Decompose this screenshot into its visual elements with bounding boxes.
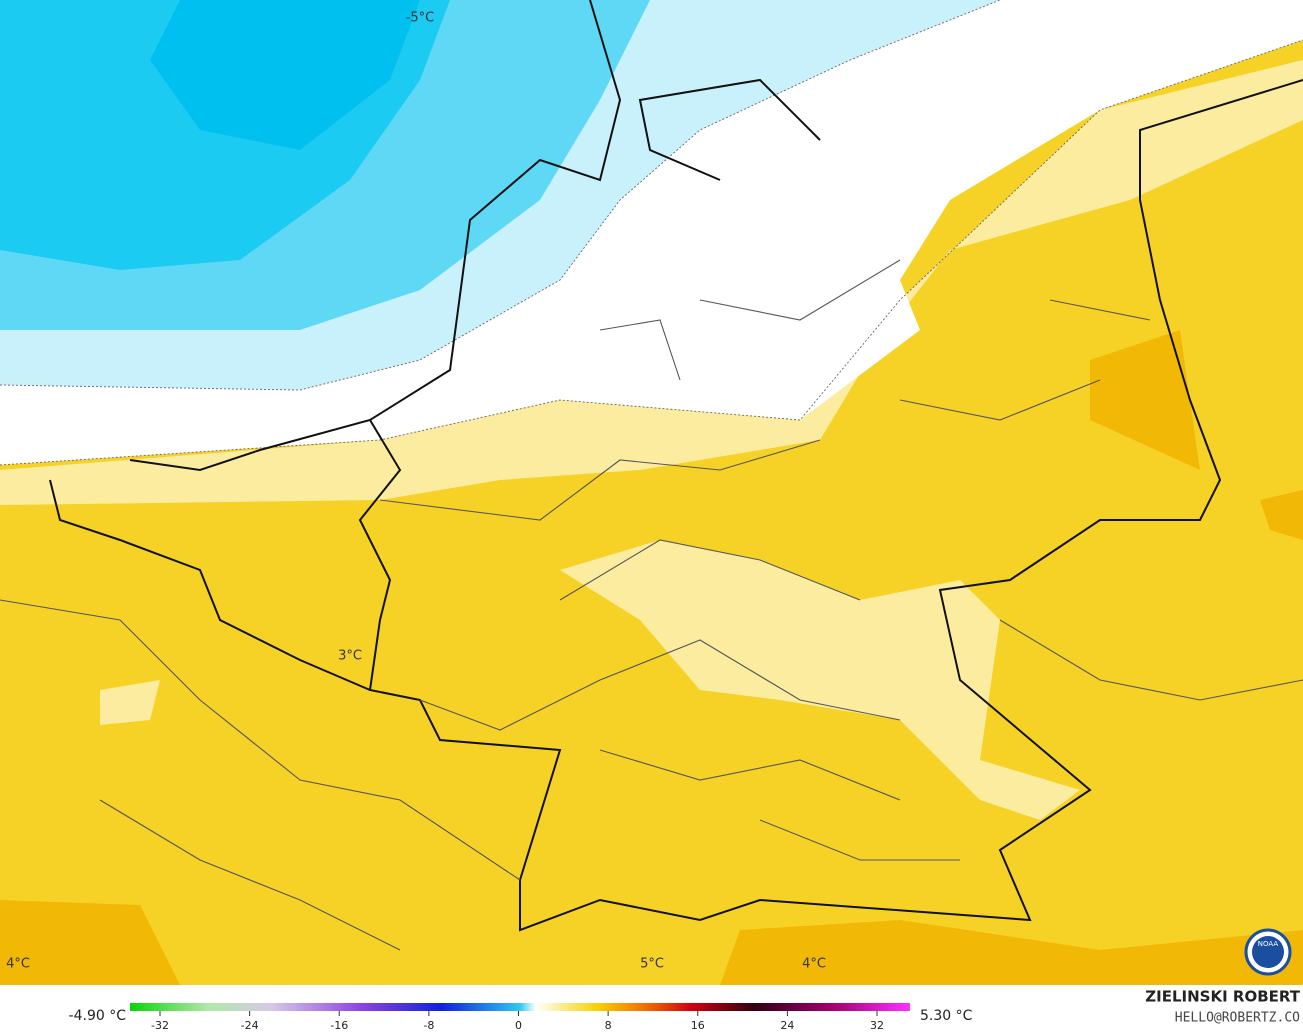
contour-label: 4°C — [802, 957, 826, 972]
contour-label: 4°C — [6, 957, 30, 972]
scale-tick-label: 8 — [605, 1019, 612, 1032]
scale-tick-label: 16 — [691, 1019, 705, 1032]
scale-tick-label: -16 — [330, 1019, 348, 1032]
isotherm — [0, 39, 1303, 466]
scale-tick-label: -8 — [423, 1019, 434, 1032]
mild-fill — [0, 60, 1303, 820]
scale-tick-label: 32 — [870, 1019, 884, 1032]
legend-min: -4.90 °C — [69, 1008, 127, 1024]
contour-label: 3°C — [338, 649, 362, 664]
noaa-logo: NOAA — [1244, 928, 1292, 976]
scale-tick-label: 0 — [515, 1019, 522, 1032]
contour-label: 5°C — [640, 957, 664, 972]
admin-border — [0, 259, 1303, 951]
isotherm — [0, 0, 1001, 391]
author: ZIELINSKI ROBERT — [1145, 988, 1300, 1006]
scale-tick-label: -24 — [241, 1019, 259, 1032]
country-border — [49, 0, 1303, 932]
color-scale — [130, 1003, 910, 1011]
logo-text: NOAA — [1258, 940, 1279, 948]
contact: HELLO@ROBERTZ.CO — [1175, 1011, 1300, 1026]
map-area — [0, 0, 1303, 985]
color-scale-ticks: -32 -24 -16 -8 0 8 16 24 32 — [151, 1011, 884, 1032]
legend-max: 5.30 °C — [920, 1008, 973, 1024]
logo-disc — [1252, 936, 1284, 968]
scale-tick-label: 24 — [780, 1019, 794, 1032]
contour-label: -5°C — [406, 11, 435, 26]
warm-fill — [0, 330, 1303, 985]
coldest-fill — [150, 0, 420, 150]
scale-tick-label: -32 — [151, 1019, 169, 1032]
